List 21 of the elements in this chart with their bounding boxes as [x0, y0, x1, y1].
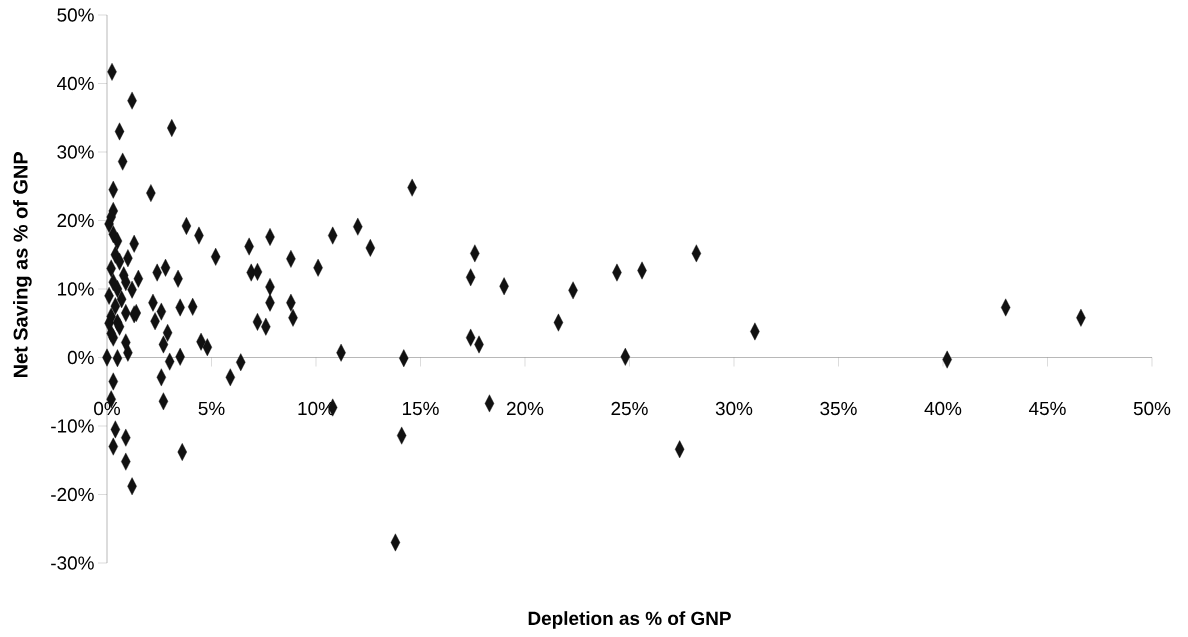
- y-tick-label: 50%: [57, 8, 94, 22]
- x-tick-label: 20%: [507, 401, 544, 416]
- x-tick-label: 15%: [402, 401, 439, 416]
- y-axis-title: Net Saving as % of GNP: [13, 152, 32, 378]
- y-tick-label: 20%: [57, 213, 94, 228]
- y-tick-label: 40%: [57, 76, 94, 91]
- y-tick-label: 10%: [58, 282, 94, 296]
- x-tick-label: 45%: [1028, 401, 1066, 416]
- x-tick-label: 25%: [611, 401, 648, 416]
- y-tick-label: 30%: [57, 145, 94, 159]
- x-tick-label: 50%: [1133, 401, 1171, 416]
- y-tick-label: -30%: [51, 556, 94, 570]
- x-tick-label: 30%: [715, 401, 753, 416]
- y-tick-label: -10%: [51, 419, 94, 433]
- y-tick-label: -20%: [51, 487, 94, 502]
- x-tick-label: 0%: [94, 401, 120, 416]
- x-axis-title: Depletion as % of GNP: [528, 611, 731, 629]
- x-tick-label: 40%: [924, 401, 962, 416]
- x-tick-label: 5%: [198, 401, 225, 416]
- y-tick-label: 0%: [67, 350, 94, 365]
- x-tick-label: 35%: [820, 401, 857, 416]
